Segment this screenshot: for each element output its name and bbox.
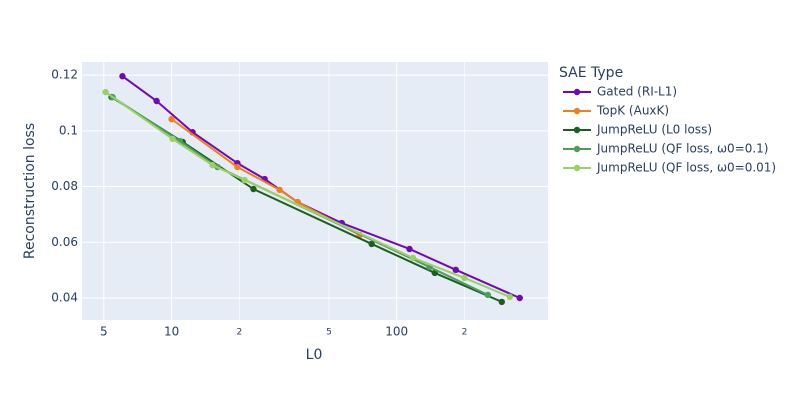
x-tick-label: 5	[100, 325, 108, 339]
data-point	[153, 97, 160, 105]
y-tick-label: 0.08	[51, 179, 78, 193]
data-point	[368, 240, 375, 248]
data-point	[276, 186, 283, 194]
legend-label: Gated (RI-L1)	[597, 85, 677, 99]
legend-title: SAE Type	[559, 65, 623, 81]
data-point	[169, 135, 176, 143]
y-tick-label: 0.12	[51, 68, 78, 82]
legend-marker	[573, 88, 581, 96]
data-point	[119, 73, 126, 80]
data-point	[498, 298, 505, 306]
y-axis-title: Reconstruction loss	[22, 123, 38, 259]
legend-label: JumpReLU (QF loss, ω0=0.1)	[596, 142, 768, 156]
data-point	[209, 161, 216, 169]
legend-marker	[573, 107, 581, 115]
data-point	[484, 291, 492, 299]
data-point	[506, 293, 514, 301]
legend-label: TopK (AuxK)	[596, 104, 669, 118]
data-point	[516, 294, 523, 302]
data-point	[241, 176, 248, 184]
x-tick-label: 10	[164, 325, 179, 339]
legend-marker	[573, 145, 581, 153]
data-point	[168, 115, 175, 123]
legend-label: JumpReLU (QF loss, ω0=0.01)	[596, 161, 776, 175]
x-axis-title: L0	[306, 347, 323, 363]
data-point	[234, 163, 241, 171]
data-point	[102, 88, 109, 96]
data-point	[406, 245, 413, 253]
legend-marker	[573, 164, 581, 172]
y-tick-label: 0.06	[51, 235, 78, 249]
x-tick-label: 5	[326, 328, 332, 338]
legend-marker	[573, 126, 581, 134]
data-point	[452, 266, 459, 274]
x-tick-label: 2	[236, 328, 242, 338]
y-tick-label: 0.04	[51, 290, 78, 304]
x-tick-label: 100	[385, 325, 408, 339]
data-point	[250, 185, 257, 193]
x-tick-label: 2	[462, 328, 468, 338]
legend-label: JumpReLU (L0 loss)	[596, 123, 712, 137]
plot-area	[82, 62, 548, 320]
data-point	[409, 254, 417, 262]
data-point	[461, 274, 468, 282]
y-tick-label: 0.1	[59, 123, 78, 137]
